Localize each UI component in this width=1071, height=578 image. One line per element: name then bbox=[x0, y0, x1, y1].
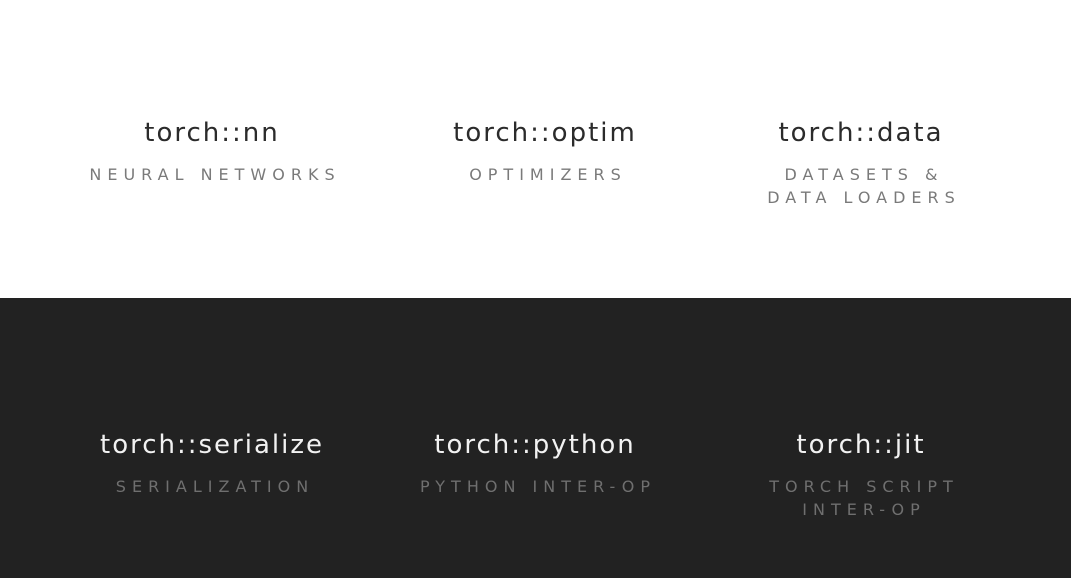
module-title: torch::data bbox=[778, 118, 944, 148]
module-subtitle: NEURAL NETWORKS bbox=[89, 165, 341, 184]
module-card-jit: torch::jit TORCH SCRIPT INTER-OP bbox=[691, 429, 1031, 521]
module-card-python: torch::python PYTHON INTER-OP bbox=[365, 429, 705, 498]
module-title: torch::python bbox=[434, 430, 636, 460]
module-title: torch::optim bbox=[453, 118, 637, 148]
module-card-serialize: torch::serialize SERIALIZATION bbox=[42, 429, 382, 498]
top-section: torch::nn NEURAL NETWORKS torch::optim O… bbox=[42, 117, 1031, 209]
module-subtitle: TORCH SCRIPT INTER-OP bbox=[769, 477, 959, 519]
module-card-data: torch::data DATASETS & DATA LOADERS bbox=[691, 117, 1031, 209]
module-subtitle: DATASETS & DATA LOADERS bbox=[767, 165, 961, 207]
module-title: torch::jit bbox=[796, 430, 926, 460]
module-card-nn: torch::nn NEURAL NETWORKS bbox=[42, 117, 382, 186]
module-subtitle: SERIALIZATION bbox=[115, 477, 315, 496]
module-title: torch::serialize bbox=[100, 430, 324, 460]
module-title: torch::nn bbox=[144, 118, 280, 148]
module-subtitle: PYTHON INTER-OP bbox=[419, 477, 657, 496]
module-subtitle: OPTIMIZERS bbox=[469, 165, 627, 184]
module-card-optim: torch::optim OPTIMIZERS bbox=[375, 117, 715, 186]
bottom-section: torch::serialize SERIALIZATION torch::py… bbox=[0, 298, 1071, 578]
